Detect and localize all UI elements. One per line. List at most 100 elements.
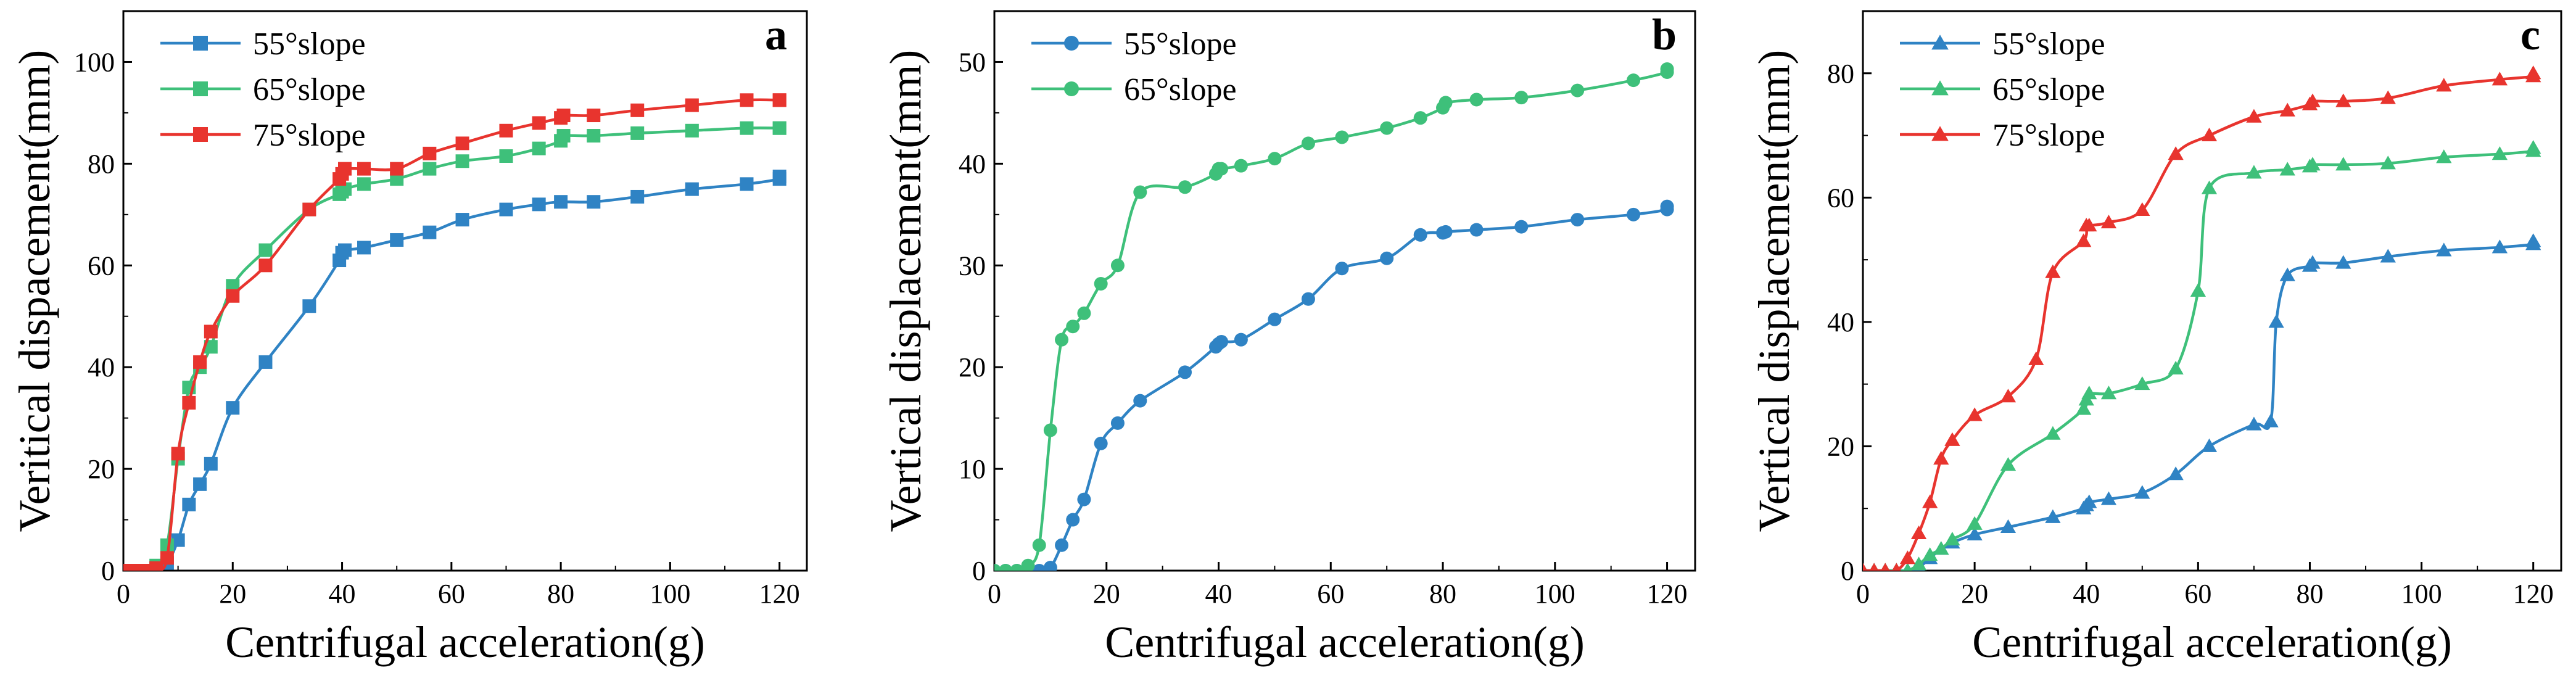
data-point xyxy=(1439,225,1453,239)
x-axis-title: Centrifugal acceleration(g) xyxy=(225,618,705,667)
y-tick-label: 20 xyxy=(88,454,115,484)
x-tick-label: 60 xyxy=(438,579,465,609)
x-tick-label: 0 xyxy=(988,579,1001,609)
data-point xyxy=(740,177,754,191)
legend-label: 75°slope xyxy=(1992,118,2105,153)
data-point xyxy=(556,109,571,123)
data-point xyxy=(1215,334,1229,349)
data-point xyxy=(1066,320,1080,334)
legend-label: 55°slope xyxy=(253,27,366,62)
data-point xyxy=(2525,65,2541,80)
data-point xyxy=(2045,509,2061,523)
legend: 55°slope 65°slope 75°slope xyxy=(160,27,366,153)
data-point xyxy=(1922,494,1938,508)
series-line xyxy=(994,67,1671,571)
data-point xyxy=(1094,436,1108,450)
data-point xyxy=(1055,538,1069,552)
data-point xyxy=(2335,93,2351,107)
data-point xyxy=(1032,564,1046,571)
series-55°slope xyxy=(123,169,786,571)
data-point xyxy=(2168,466,2184,481)
panel-letter: c xyxy=(2520,10,2540,59)
data-point xyxy=(1301,292,1315,306)
data-point xyxy=(1066,513,1080,527)
y-tick-label: 60 xyxy=(88,250,115,281)
series-75°slope xyxy=(1863,65,2541,571)
data-point xyxy=(149,561,163,571)
y-tick-label: 0 xyxy=(1841,556,1854,586)
data-point xyxy=(2380,249,2396,263)
data-point xyxy=(587,129,601,143)
data-point xyxy=(2000,457,2017,471)
plot-frame xyxy=(122,10,808,572)
data-point xyxy=(2134,376,2150,390)
y-tick-label: 50 xyxy=(959,47,986,77)
data-point xyxy=(1178,365,1192,379)
x-tick-label: 80 xyxy=(1429,579,1456,609)
data-point xyxy=(337,243,352,257)
data-point xyxy=(2045,426,2061,440)
data-point xyxy=(423,162,437,176)
data-point xyxy=(1021,558,1035,571)
data-point xyxy=(2201,438,2218,452)
data-point xyxy=(357,162,371,176)
data-point xyxy=(587,109,601,123)
y-tick-label: 20 xyxy=(959,352,986,382)
data-point xyxy=(630,189,645,204)
chart-panel-b: 0 20 40 60 80 100 120 0 10 20 30 40 50 Centrifugal ac… xyxy=(881,10,1696,667)
data-point xyxy=(1910,556,1927,571)
y-tick-label: 20 xyxy=(1827,431,1854,461)
data-point xyxy=(1880,563,1890,571)
data-point xyxy=(2246,109,2262,123)
data-point xyxy=(2380,155,2396,170)
data-point xyxy=(2491,146,2508,160)
y-tick-label: 40 xyxy=(88,352,115,382)
chart-panel-a: 0 20 40 60 80 100 120 0 20 40 60 80 100 Centrifugal a… xyxy=(10,10,808,667)
data-point xyxy=(2190,283,2207,297)
x-tick-label: 20 xyxy=(1961,579,1988,609)
legend-label: 65°slope xyxy=(253,72,366,107)
y-tick-label: 60 xyxy=(1827,183,1854,213)
data-point xyxy=(1931,80,1949,96)
data-point xyxy=(182,497,196,511)
data-point xyxy=(182,395,196,410)
x-tick-label: 100 xyxy=(1535,579,1575,609)
series-line xyxy=(123,98,783,571)
data-point xyxy=(171,533,185,547)
data-point xyxy=(1215,162,1229,176)
data-point xyxy=(127,564,141,571)
data-point xyxy=(226,289,240,303)
data-point xyxy=(1627,207,1641,221)
data-point xyxy=(1944,531,1960,546)
data-point xyxy=(193,127,208,142)
data-point xyxy=(2134,202,2150,216)
data-point xyxy=(740,121,754,135)
x-tick-label: 0 xyxy=(1856,579,1870,609)
data-point xyxy=(455,136,469,151)
data-point xyxy=(258,258,273,273)
x-tick-label: 100 xyxy=(650,579,690,609)
data-point xyxy=(2100,491,2117,505)
x-tick-label: 60 xyxy=(2184,579,2211,609)
data-point xyxy=(2491,72,2508,86)
data-point xyxy=(2100,386,2117,400)
data-point xyxy=(2525,140,2541,154)
data-point xyxy=(499,123,513,138)
data-point xyxy=(1469,223,1484,237)
data-point xyxy=(1043,423,1057,437)
data-point xyxy=(1660,62,1674,76)
data-point xyxy=(1094,276,1108,291)
data-point xyxy=(2134,485,2150,499)
data-point xyxy=(193,477,207,491)
data-point xyxy=(2279,102,2295,117)
data-point xyxy=(302,202,316,217)
data-point xyxy=(1077,492,1091,506)
data-point xyxy=(499,202,513,217)
data-point xyxy=(390,233,404,247)
y-axis-title: Veritical dispacement(mm) xyxy=(10,50,59,532)
x-tick-label: 120 xyxy=(1647,579,1688,609)
x-tick-label: 80 xyxy=(2296,579,2323,609)
panel-letter: b xyxy=(1652,10,1677,59)
data-point xyxy=(1234,159,1248,173)
